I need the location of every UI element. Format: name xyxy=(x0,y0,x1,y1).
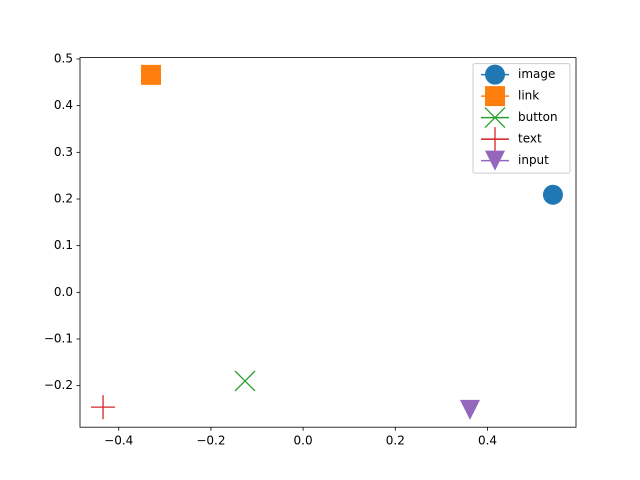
legend-marker xyxy=(484,107,506,129)
legend-marker xyxy=(485,86,505,107)
point xyxy=(542,184,563,205)
x-tick-label: 0.2 xyxy=(386,434,405,448)
legend-label: link xyxy=(518,89,539,103)
x-tick-label: 0.4 xyxy=(478,434,497,448)
y-tick-label: −0.1 xyxy=(44,332,73,346)
point xyxy=(140,64,161,85)
y-tick-label: 0.5 xyxy=(54,52,73,66)
legend-label: image xyxy=(518,67,555,81)
point xyxy=(234,370,256,392)
y-tick-label: 0.3 xyxy=(54,145,73,159)
legend-label: input xyxy=(518,153,549,167)
x-tick-label: 0.0 xyxy=(294,434,313,448)
y-tick-label: −0.2 xyxy=(44,378,73,392)
y-tick-label: 0.1 xyxy=(54,238,73,252)
y-tick-label: 0.4 xyxy=(54,98,73,112)
plot-frame xyxy=(79,57,577,428)
point xyxy=(91,395,116,420)
y-tick-label: 0.2 xyxy=(54,192,73,206)
legend-marker xyxy=(485,150,505,171)
legend-label: button xyxy=(518,110,558,124)
x-tick-label: −0.4 xyxy=(104,434,133,448)
legend-label: text xyxy=(518,132,542,146)
y-tick-label: 0.0 xyxy=(54,285,73,299)
point xyxy=(459,399,480,420)
legend-marker xyxy=(485,64,505,85)
legend-marker xyxy=(483,127,507,152)
x-tick-label: −0.2 xyxy=(196,434,225,448)
